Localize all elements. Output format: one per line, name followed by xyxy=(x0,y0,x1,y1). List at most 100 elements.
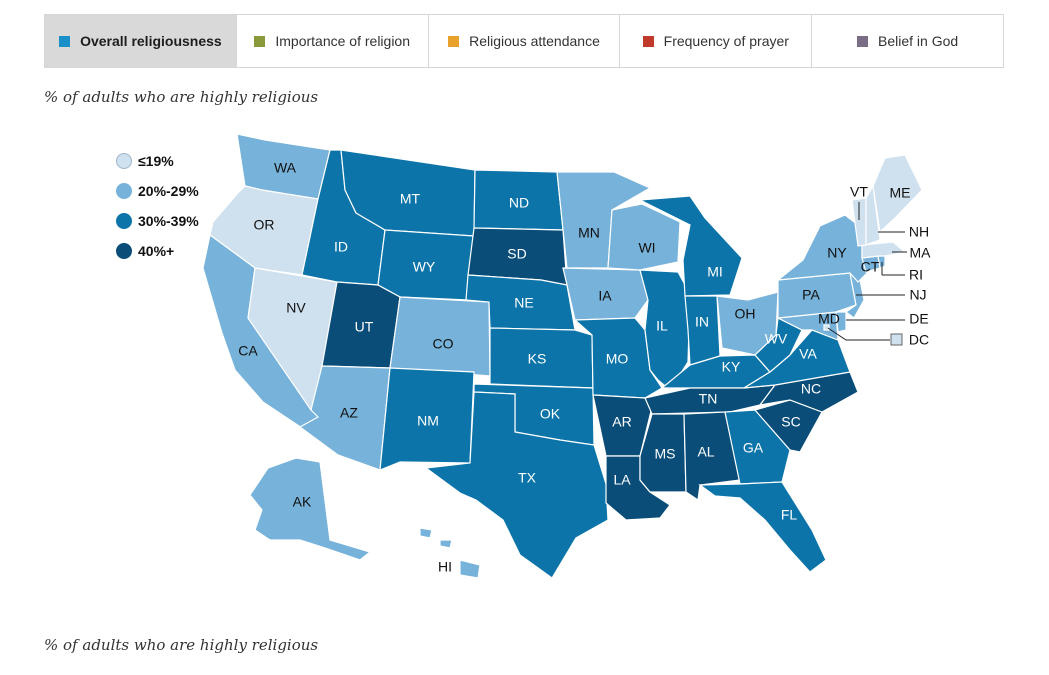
tab-belief-in-god[interactable]: Belief in God xyxy=(812,15,1003,67)
state-MA[interactable] xyxy=(861,241,907,259)
map-legend: ≤19% 20%-29% 30%-39% 40%+ xyxy=(116,146,199,266)
label-UT: UT xyxy=(355,319,374,335)
label-MT: MT xyxy=(400,191,421,207)
legend-item: 40%+ xyxy=(116,236,199,266)
state-HI-3[interactable] xyxy=(459,559,481,579)
dc-swatch xyxy=(890,333,903,346)
state-MI[interactable] xyxy=(637,195,743,297)
legend-dot xyxy=(116,183,132,199)
label-WY: WY xyxy=(413,259,436,275)
state-AK[interactable] xyxy=(249,457,372,561)
legend-label: ≤19% xyxy=(138,153,174,169)
label-TN: TN xyxy=(699,391,718,407)
legend-item: 20%-29% xyxy=(116,176,199,206)
label-HI: HI xyxy=(438,559,452,575)
label-VA: VA xyxy=(799,346,817,362)
state-HI[interactable] xyxy=(419,527,433,539)
religious-attendance-swatch xyxy=(448,35,460,47)
state-AR[interactable] xyxy=(592,394,653,457)
label-NJ: NJ xyxy=(909,287,926,303)
label-KY: KY xyxy=(722,359,741,375)
tab-label: Belief in God xyxy=(878,33,959,49)
state-NM[interactable] xyxy=(379,367,475,471)
secondary-subtitle: % of adults who are highly religious xyxy=(44,636,319,654)
label-IN: IN xyxy=(695,314,709,330)
label-ND: ND xyxy=(509,195,529,211)
label-NY: NY xyxy=(827,245,847,261)
label-ME: ME xyxy=(890,185,911,201)
measure-tabs: Overall religiousness Importance of reli… xyxy=(44,14,1004,68)
label-AZ: AZ xyxy=(340,405,358,421)
state-WI[interactable] xyxy=(607,203,681,271)
label-MS: MS xyxy=(655,446,676,462)
label-MD: MD xyxy=(818,311,840,327)
label-PA: PA xyxy=(802,287,820,303)
frequency-of-prayer-swatch xyxy=(642,35,654,47)
state-DC[interactable] xyxy=(823,324,830,331)
callout-lines xyxy=(827,202,907,346)
label-MI: MI xyxy=(707,264,723,280)
tab-label: Frequency of prayer xyxy=(663,33,789,49)
label-AK: AK xyxy=(293,494,312,510)
tab-label: Importance of religion xyxy=(275,33,411,49)
state-HI-2[interactable] xyxy=(439,539,453,549)
label-OR: OR xyxy=(254,217,275,233)
legend-label: 30%-39% xyxy=(138,213,199,229)
belief-in-god-swatch xyxy=(857,35,868,47)
state-FL[interactable] xyxy=(698,481,827,573)
label-RI: RI xyxy=(909,267,923,283)
tab-label: Religious attendance xyxy=(469,33,600,49)
state-labels: WA OR CA NV ID MT WY UT CO AZ NM ND SD N… xyxy=(238,160,931,575)
label-LA: LA xyxy=(613,472,631,488)
tab-overall-religiousness[interactable]: Overall religiousness xyxy=(45,15,237,67)
tab-religious-attendance[interactable]: Religious attendance xyxy=(429,15,621,67)
label-NV: NV xyxy=(286,300,306,316)
label-KS: KS xyxy=(528,351,547,367)
label-GA: GA xyxy=(743,440,764,456)
label-SD: SD xyxy=(507,246,526,262)
label-MO: MO xyxy=(606,351,629,367)
label-MA: MA xyxy=(910,245,932,261)
label-NM: NM xyxy=(417,413,439,429)
label-NE: NE xyxy=(514,295,533,311)
overall-religiousness-swatch xyxy=(59,35,71,47)
legend-label: 40%+ xyxy=(138,243,175,259)
tab-importance-of-religion[interactable]: Importance of religion xyxy=(237,15,429,67)
label-DE: DE xyxy=(909,311,928,327)
importance-of-religion-swatch xyxy=(254,35,266,47)
state-DE[interactable] xyxy=(835,311,847,333)
label-VT: VT xyxy=(850,184,868,200)
legend-dot xyxy=(116,243,132,259)
label-WV: WV xyxy=(765,331,788,347)
label-DC: DC xyxy=(909,332,929,348)
label-CA: CA xyxy=(238,343,258,359)
label-IL: IL xyxy=(656,318,668,334)
label-NC: NC xyxy=(801,381,821,397)
legend-dot xyxy=(116,213,132,229)
label-ID: ID xyxy=(334,239,348,255)
label-CO: CO xyxy=(433,336,454,352)
label-OH: OH xyxy=(735,306,756,322)
label-SC: SC xyxy=(781,414,800,430)
label-TX: TX xyxy=(518,470,537,486)
legend-label: 20%-29% xyxy=(138,183,199,199)
state-SC[interactable] xyxy=(753,399,823,453)
label-AR: AR xyxy=(612,414,631,430)
state-IN[interactable] xyxy=(684,295,721,366)
label-MN: MN xyxy=(578,225,600,241)
legend-item: 30%-39% xyxy=(116,206,199,236)
label-AL: AL xyxy=(697,444,714,460)
state-GA[interactable] xyxy=(724,409,791,485)
tab-frequency-of-prayer[interactable]: Frequency of prayer xyxy=(620,15,813,67)
state-NH[interactable] xyxy=(865,184,881,246)
label-WI: WI xyxy=(638,240,655,256)
state-TX[interactable] xyxy=(424,391,609,579)
label-CT: CT xyxy=(861,259,880,275)
legend-item: ≤19% xyxy=(116,146,199,176)
label-IA: IA xyxy=(598,288,612,304)
label-NH: NH xyxy=(909,224,929,240)
label-WA: WA xyxy=(274,160,297,176)
legend-dot xyxy=(116,153,132,169)
tab-label: Overall religiousness xyxy=(80,33,222,49)
